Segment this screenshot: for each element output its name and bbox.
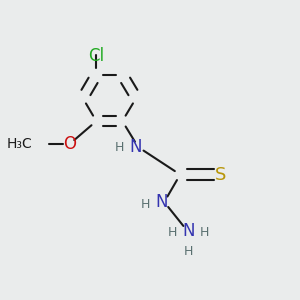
Text: S: S xyxy=(215,166,226,184)
Text: N: N xyxy=(130,138,142,156)
Text: H: H xyxy=(141,198,150,212)
Text: N: N xyxy=(155,193,168,211)
Text: N: N xyxy=(183,222,195,240)
Text: H₃C: H₃C xyxy=(7,137,33,151)
Text: Cl: Cl xyxy=(88,47,104,65)
Text: O: O xyxy=(63,135,76,153)
Text: H: H xyxy=(200,226,209,239)
Text: H: H xyxy=(184,245,194,258)
Text: H: H xyxy=(168,226,178,239)
Text: H: H xyxy=(114,141,124,154)
